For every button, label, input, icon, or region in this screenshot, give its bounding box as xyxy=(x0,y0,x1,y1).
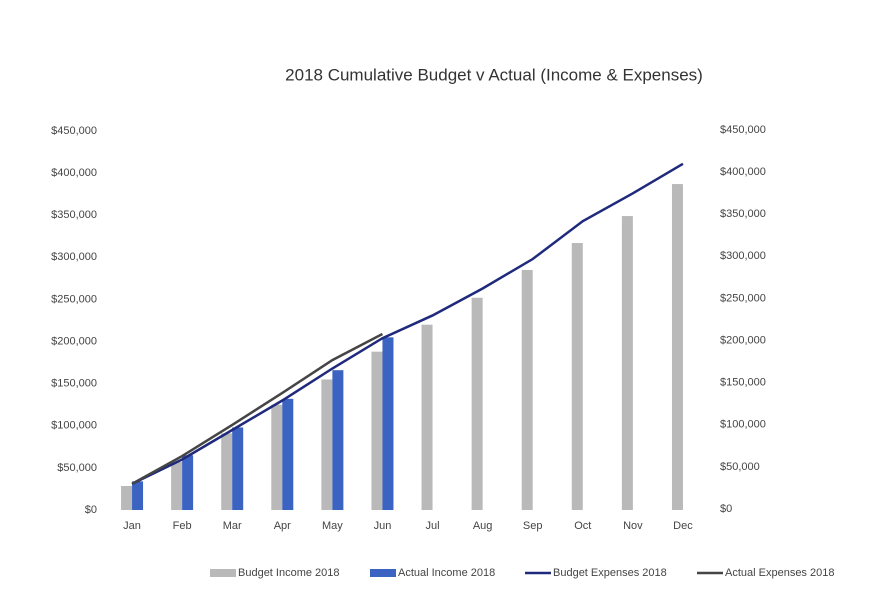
y2-tick-label: $50,000 xyxy=(720,461,760,473)
x-tick-label: Nov xyxy=(623,520,643,532)
x-tick-label: Jul xyxy=(426,520,440,532)
legend-label: Budget Income 2018 xyxy=(238,567,340,579)
bar xyxy=(421,324,433,510)
bar xyxy=(182,455,194,510)
bar xyxy=(232,427,244,510)
line xyxy=(131,162,684,486)
bar xyxy=(671,184,683,510)
bar xyxy=(282,398,294,510)
bar xyxy=(521,269,533,510)
y-tick-label: $350,000 xyxy=(51,209,97,221)
x-tick-label: Dec xyxy=(673,520,693,532)
y2-tick-label: $350,000 xyxy=(720,208,766,220)
bar xyxy=(132,481,144,510)
x-tick-label: Jun xyxy=(374,520,392,532)
y-tick-label: $100,000 xyxy=(51,420,97,432)
bar xyxy=(221,433,233,510)
x-tick-label: Aug xyxy=(473,520,493,532)
x-tick-label: Mar xyxy=(223,520,242,532)
legend-label: Actual Income 2018 xyxy=(398,567,495,579)
y-tick-label: $150,000 xyxy=(51,378,97,390)
x-tick-label: Jan xyxy=(123,520,141,532)
y2-tick-label: $300,000 xyxy=(720,250,766,262)
bar xyxy=(471,297,483,510)
x-tick-label: Feb xyxy=(173,520,192,532)
y2-tick-label: $200,000 xyxy=(720,334,766,346)
x-tick-label: May xyxy=(322,520,343,532)
legend-swatch xyxy=(370,569,396,577)
y-tick-label: $0 xyxy=(85,504,97,516)
y2-tick-label: $0 xyxy=(720,503,732,515)
bar xyxy=(332,370,344,510)
x-tick-label: Apr xyxy=(274,520,291,532)
y-tick-label: $250,000 xyxy=(51,293,97,305)
legend-label: Budget Expenses 2018 xyxy=(553,567,667,579)
bar xyxy=(371,351,383,510)
line xyxy=(131,332,384,485)
bar xyxy=(382,337,394,510)
bar xyxy=(621,216,633,510)
bar xyxy=(171,461,183,510)
x-tick-label: Oct xyxy=(574,520,591,532)
y-tick-label: $200,000 xyxy=(51,335,97,347)
y2-tick-label: $150,000 xyxy=(720,377,766,389)
y2-tick-label: $450,000 xyxy=(720,124,766,136)
y2-tick-label: $400,000 xyxy=(720,166,766,178)
y-tick-label: $300,000 xyxy=(51,251,97,263)
legend-swatch xyxy=(210,569,236,577)
legend-label: Actual Expenses 2018 xyxy=(725,567,834,579)
bar xyxy=(321,379,333,510)
bar xyxy=(271,404,283,510)
y-tick-label: $400,000 xyxy=(51,167,97,179)
y-tick-label: $450,000 xyxy=(51,125,97,137)
x-tick-label: Sep xyxy=(523,520,543,532)
bar xyxy=(121,485,133,510)
chart-title: 2018 Cumulative Budget v Actual (Income … xyxy=(285,65,703,84)
bar xyxy=(571,243,583,510)
y2-tick-label: $100,000 xyxy=(720,419,766,431)
y-tick-label: $50,000 xyxy=(57,462,97,474)
y2-tick-label: $250,000 xyxy=(720,292,766,304)
